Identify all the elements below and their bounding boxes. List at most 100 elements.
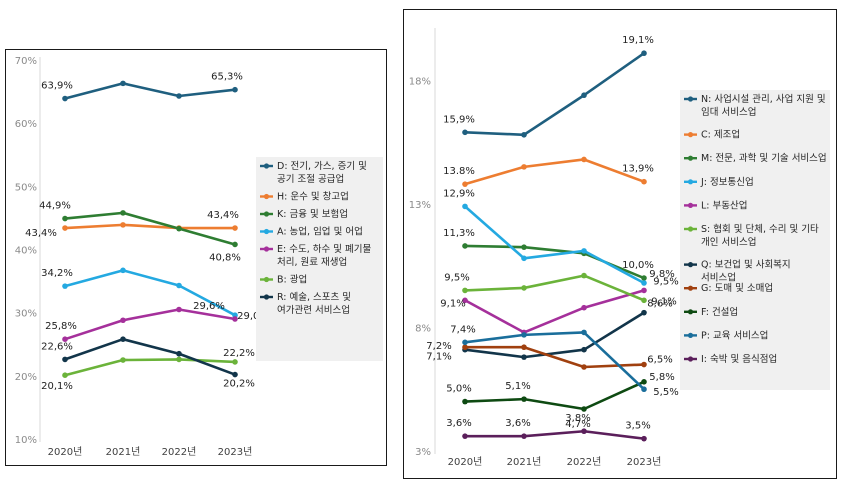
legend-entry: D: 전기, 가스, 증기 및 공기 조절 공급업 [277, 160, 370, 185]
series-line [64, 358, 236, 377]
series-line [464, 289, 645, 334]
line-chart-right: 3% 8% 13% 18% 2020년 2021년 2022년 2023년 15,9% 19,1%… [409, 28, 830, 468]
data-point [232, 371, 238, 378]
y-tick-label: 50% [15, 182, 37, 193]
legend-entry: H: 운수 및 창고업 [277, 191, 349, 203]
series-line [464, 380, 645, 411]
legend-swatch-marker [263, 294, 270, 300]
legend-swatch-marker [263, 276, 270, 283]
series-line [464, 158, 645, 186]
data-point [232, 316, 238, 322]
legend-entry: F: 건설업 [701, 306, 738, 318]
series-line [64, 223, 235, 230]
data-point [581, 304, 587, 311]
legend-swatch-marker [687, 179, 694, 185]
data-label: 9,8% [649, 269, 674, 280]
data-point [120, 317, 126, 324]
data-point [521, 131, 527, 138]
legend-entry: J: 정보통신업 [700, 176, 754, 188]
data-point [581, 428, 587, 435]
data-point [521, 433, 527, 439]
data-label: 9,1% [651, 296, 676, 307]
x-tick-label: 2023년 [218, 446, 253, 458]
series-line [464, 52, 645, 137]
data-label: 3,5% [625, 421, 650, 432]
data-label: 5,8% [649, 372, 674, 383]
legend-entry: A: 농업, 임업 및 어업 [277, 226, 363, 238]
y-tick-label: 10% [15, 435, 37, 446]
data-point [462, 129, 468, 136]
x-tick-label: 2022년 [567, 456, 602, 468]
legend-entry: R: 예술, 스포츠 및 여가관련 서비스업 [277, 291, 354, 316]
data-point [120, 336, 126, 342]
legend-swatch-marker [687, 285, 694, 291]
data-point [120, 80, 126, 87]
data-point [232, 241, 238, 248]
series-line [64, 269, 236, 317]
legend-swatch-marker [687, 226, 694, 232]
data-label: 43,4% [25, 228, 57, 239]
y-tick-label: 13% [409, 200, 431, 211]
data-point [462, 181, 468, 187]
x-tick-label: 2020년 [48, 446, 83, 458]
data-point [62, 283, 68, 289]
data-label: 11,3% [443, 228, 475, 239]
y-tick-label: 20% [15, 372, 37, 383]
x-tick-label: 2023년 [627, 456, 662, 468]
legend-swatch-marker [263, 211, 270, 217]
data-label: 12,9% [443, 188, 475, 199]
legend-swatch-marker [687, 202, 694, 208]
data-point [462, 297, 468, 304]
data-point [521, 255, 527, 262]
legend-entry: C: 제조업 [701, 129, 740, 141]
series-line [464, 244, 645, 280]
line-chart-left: 10% 20% 30% 40% 50% 60% 70% 2020년 2021년 2022년 2023… [15, 56, 383, 458]
data-point [62, 215, 68, 222]
data-point [581, 248, 587, 254]
data-point [462, 243, 468, 249]
data-label: 25,8% [45, 321, 77, 332]
legend-entry: B: 광업 [277, 274, 307, 286]
data-label: 3,6% [446, 418, 471, 429]
data-label: 5,5% [653, 387, 678, 398]
series-line [64, 82, 236, 100]
data-label: 8,6% [647, 299, 672, 310]
data-point [581, 406, 587, 412]
data-label: 34,2% [41, 268, 73, 279]
data-point [62, 356, 68, 363]
legend-swatch-marker [263, 163, 270, 169]
series-line [64, 337, 236, 376]
y-tick-label: 40% [15, 246, 37, 257]
x-tick-label: 2022년 [162, 446, 197, 458]
data-point [176, 225, 182, 232]
series-line [464, 205, 645, 285]
legend-box [680, 90, 830, 390]
data-point [641, 280, 647, 286]
data-label: 9,5% [444, 272, 469, 283]
data-point [176, 356, 182, 363]
data-label: 22,6% [41, 341, 73, 352]
data-label: 9,5% [653, 276, 678, 287]
y-tick-label: 3% [415, 447, 431, 458]
data-point [176, 93, 182, 99]
data-point [641, 379, 647, 385]
data-label: 3,8% [565, 413, 590, 424]
data-point [641, 297, 647, 304]
chart-panel-left: 10% 20% 30% 40% 50% 60% 70% 2020년 2021년 2022년 2023… [5, 49, 387, 466]
legend-entry: K: 금융 및 보험업 [277, 208, 348, 220]
data-label: 65,3% [211, 72, 243, 83]
series-line [464, 311, 645, 359]
data-label: 15,9% [443, 114, 475, 125]
legend-entry: N: 사업시설 관리, 사업 지원 및 임대 서비스업 [701, 93, 829, 118]
data-label: 9,1% [440, 298, 465, 309]
data-label: 13.8% [443, 166, 475, 177]
data-point [176, 350, 182, 357]
x-tick-label: 2021년 [507, 456, 542, 468]
data-point [120, 210, 126, 216]
data-point [641, 309, 647, 316]
y-tick-label: 30% [15, 309, 37, 320]
data-label: 63,9% [41, 81, 73, 92]
legend-swatch-marker [687, 96, 694, 102]
legend-entry: Q: 보건업 및 사회복지 서비스업 [701, 259, 794, 284]
data-label: 40,8% [209, 252, 241, 263]
